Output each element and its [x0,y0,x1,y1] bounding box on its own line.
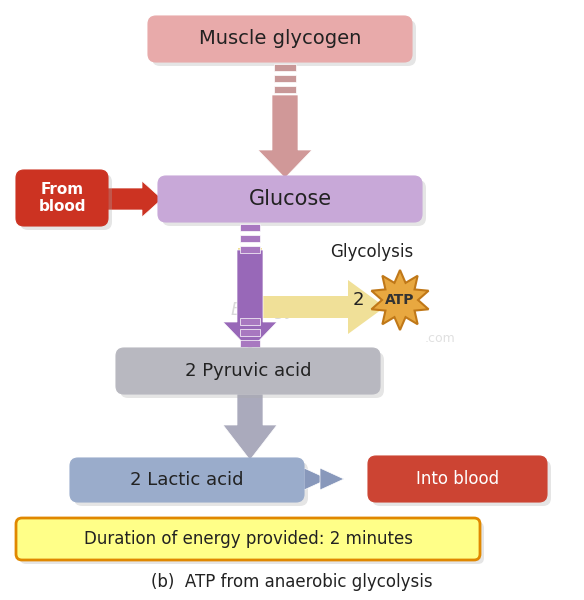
Bar [240,318,260,325]
Polygon shape [223,250,277,350]
Polygon shape [348,280,385,334]
Bar [240,246,260,253]
Bar [274,75,296,82]
FancyBboxPatch shape [16,518,480,560]
Polygon shape [371,270,429,330]
FancyBboxPatch shape [162,180,426,226]
Bar [274,86,296,93]
Bar [240,224,260,231]
Polygon shape [304,468,328,490]
FancyBboxPatch shape [70,458,304,502]
FancyBboxPatch shape [372,460,551,506]
Text: ATP: ATP [385,293,415,307]
Text: 2: 2 [352,291,364,309]
Polygon shape [107,181,162,217]
FancyBboxPatch shape [116,348,380,394]
Text: (b)  ATP from anaerobic glycolysis: (b) ATP from anaerobic glycolysis [151,573,433,591]
Text: Muscle glycogen: Muscle glycogen [199,29,361,49]
Bar [240,235,260,242]
Polygon shape [320,468,344,490]
Text: Into blood: Into blood [416,470,499,488]
Text: 2 Pyruvic acid: 2 Pyruvic acid [185,362,311,380]
Text: Glucose: Glucose [248,189,332,209]
Text: 2 Lactic acid: 2 Lactic acid [130,471,244,489]
FancyBboxPatch shape [152,20,416,66]
Bar [274,64,296,71]
FancyBboxPatch shape [368,456,547,502]
Text: Glycolysis: Glycolysis [330,243,413,261]
FancyBboxPatch shape [20,522,484,564]
FancyBboxPatch shape [16,170,108,226]
Text: .com: .com [425,331,456,344]
Text: From
blood: From blood [38,182,86,214]
Text: Biology-Forums: Biology-Forums [230,301,370,319]
Text: Duration of energy provided: 2 minutes: Duration of energy provided: 2 minutes [84,530,412,548]
Polygon shape [223,394,277,460]
FancyBboxPatch shape [120,352,384,398]
FancyBboxPatch shape [20,174,112,230]
Bar [240,329,260,336]
Bar [238,296,348,318]
Bar [238,248,262,310]
FancyBboxPatch shape [148,16,412,62]
Bar [240,340,260,347]
FancyBboxPatch shape [158,176,422,222]
Polygon shape [258,95,312,178]
FancyBboxPatch shape [74,462,308,506]
